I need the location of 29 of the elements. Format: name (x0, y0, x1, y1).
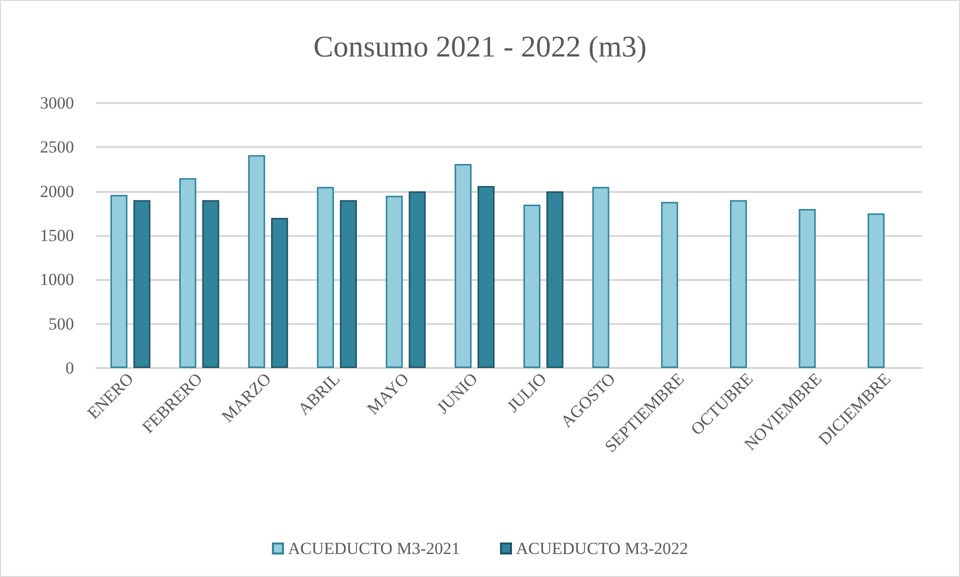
bar (798, 209, 816, 368)
y-tick-label: 2500 (40, 138, 74, 157)
bar (316, 186, 334, 368)
bar (730, 200, 747, 368)
bar (179, 178, 196, 368)
chart-title: Consumo 2021 - 2022 (m3) (313, 30, 647, 64)
bar (110, 194, 128, 368)
bar (340, 200, 357, 368)
y-tick-label: 500 (48, 314, 74, 334)
legend-label: ACUEDUCTO M3-2021 (288, 539, 460, 558)
y-tick-label: 1500 (40, 226, 74, 245)
y-tick-label: 0 (66, 358, 74, 378)
bar (248, 155, 266, 368)
bar (661, 202, 678, 368)
y-tick-label: 2000 (40, 182, 74, 201)
bar (408, 191, 426, 368)
y-tick-label: 3000 (40, 94, 74, 112)
bar (271, 218, 288, 368)
legend-label: ACUEDUCTO M3-2022 (516, 539, 688, 558)
bar (454, 164, 472, 368)
bar (546, 191, 564, 368)
bar (868, 213, 885, 368)
bar (386, 196, 403, 368)
bar (478, 186, 495, 368)
bar (133, 200, 150, 368)
bar (592, 186, 610, 368)
y-tick-label: 1000 (40, 270, 74, 290)
bar (523, 204, 540, 368)
bar (202, 200, 220, 368)
